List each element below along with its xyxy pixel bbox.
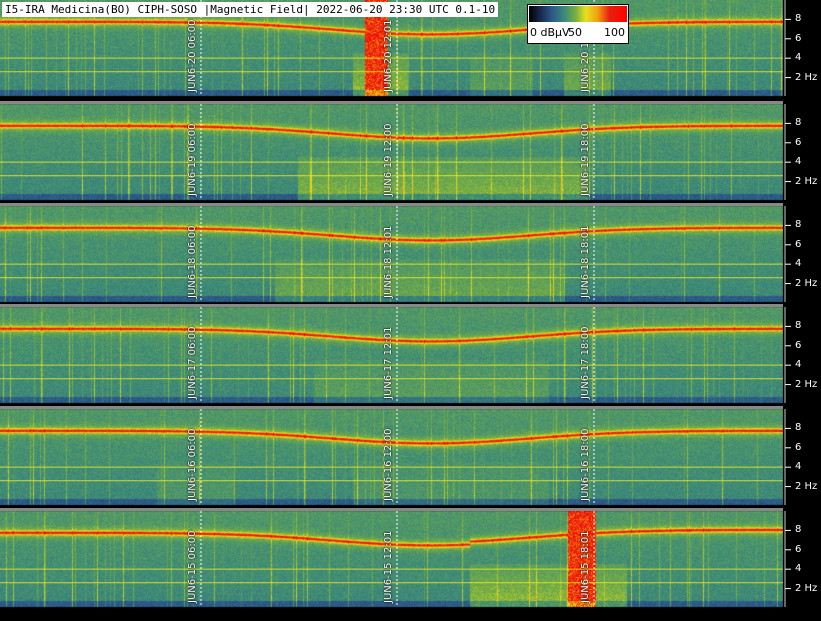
y-tick-label: 4 xyxy=(795,156,802,168)
time-marker-label: JUN6-20 12:01 xyxy=(383,19,394,92)
y-tick-label: 2 Hz xyxy=(795,582,818,594)
y-tick-label: 2 Hz xyxy=(795,480,818,492)
y-tick-label: 6 xyxy=(795,339,802,351)
y-tick-label: 2 Hz xyxy=(795,71,818,83)
y-tick-label: 2 Hz xyxy=(795,378,818,390)
y-tick-label: 4 xyxy=(795,461,802,473)
chart-title: I5-IRA Medicina(BO) CIPH-SOSO |Magnetic … xyxy=(2,2,499,17)
y-tick-label: 4 xyxy=(795,258,802,270)
y-tick-label: 8 xyxy=(795,13,802,25)
y-tick-label: 6 xyxy=(795,238,802,250)
time-marker-label: JUN6-15 06:00 xyxy=(187,530,198,603)
colorbar-label-mid: 50 xyxy=(568,26,582,39)
y-tick-label: 4 xyxy=(795,52,802,64)
time-marker-label: JUN6-19 06:00 xyxy=(187,123,198,196)
y-tick-label: 2 Hz xyxy=(795,175,818,187)
time-marker-label: JUN6-19 12:00 xyxy=(383,123,394,196)
panel-separator xyxy=(0,203,783,206)
panel-separator xyxy=(0,304,783,307)
y-tick-label: 6 xyxy=(795,32,802,44)
colorbar-legend: 0 dBμV 50 100 xyxy=(527,4,629,44)
time-marker-label: JUN6-15 18:01 xyxy=(580,530,591,603)
time-marker-label: JUN6-16 06:00 xyxy=(187,428,198,501)
panel-separator xyxy=(0,406,783,409)
panel-separator xyxy=(0,101,783,104)
time-marker-label: JUN6-18 06:00 xyxy=(187,225,198,298)
time-marker-label: JUN6-19 18:00 xyxy=(580,123,591,196)
time-marker-label: JUN6-20 06:00 xyxy=(187,19,198,92)
y-tick-label: 4 xyxy=(795,563,802,575)
colorbar-label-low: 0 dBμV xyxy=(530,26,570,39)
time-marker-label: JUN6-18 12:01 xyxy=(383,225,394,298)
y-tick-label: 6 xyxy=(795,136,802,148)
time-marker-label: JUN6-18 18:01 xyxy=(580,225,591,298)
y-axis-background xyxy=(783,0,821,621)
y-tick-label: 4 xyxy=(795,359,802,371)
time-marker-label: JUN6-17 06:00 xyxy=(187,326,198,399)
colorbar-gradient xyxy=(529,6,627,22)
time-marker-label: JUN6-16 18:00 xyxy=(580,428,591,501)
y-tick-label: 2 Hz xyxy=(795,277,818,289)
y-tick-label: 6 xyxy=(795,543,802,555)
time-marker-label: JUN6-17 12:01 xyxy=(383,326,394,399)
time-marker-label: JUN6-16 12:00 xyxy=(383,428,394,501)
y-tick-label: 8 xyxy=(795,524,802,536)
y-tick-label: 8 xyxy=(795,320,802,332)
panel-separator xyxy=(0,508,783,511)
y-tick-label: 8 xyxy=(795,117,802,129)
y-tick-label: 6 xyxy=(795,441,802,453)
y-tick-label: 8 xyxy=(795,219,802,231)
colorbar-label-high: 100 xyxy=(604,26,625,39)
time-marker-label: JUN6-15 12:01 xyxy=(383,530,394,603)
y-tick-label: 8 xyxy=(795,422,802,434)
time-marker-label: JUN6-17 18:00 xyxy=(580,326,591,399)
